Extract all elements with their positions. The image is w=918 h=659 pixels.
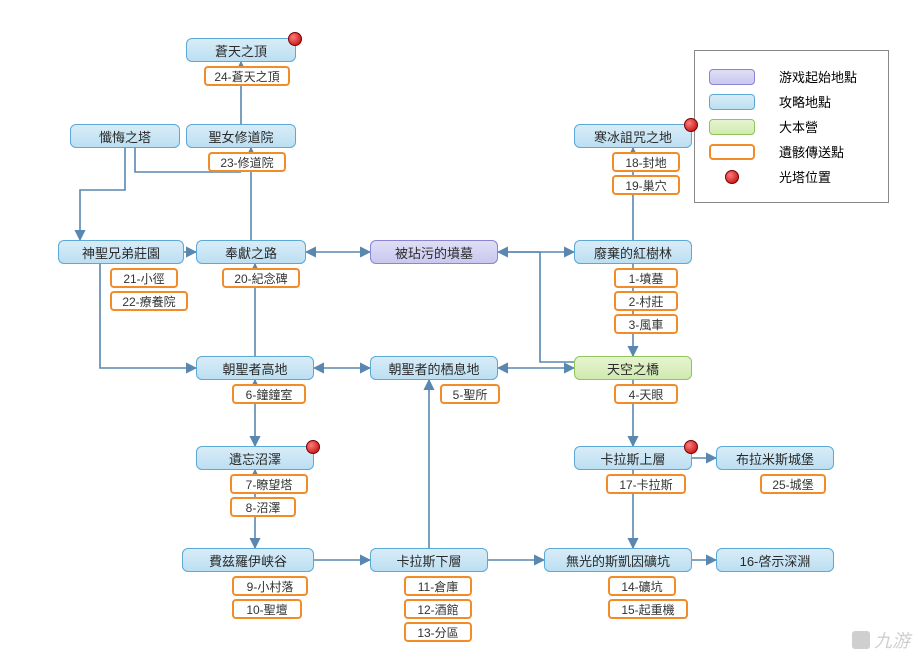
- legend-row-start: 游戏起始地點: [709, 67, 874, 86]
- node-tp8: 8-沼澤: [230, 497, 296, 517]
- node-n_ice: 寒冰詛咒之地: [574, 124, 692, 148]
- node-n_valley: 費兹羅伊峡谷: [182, 548, 314, 572]
- node-tp17: 17-卡拉斯: [606, 474, 686, 494]
- legend-label: 攻略地點: [779, 92, 831, 111]
- node-tp24: 24-蒼天之頂: [204, 66, 290, 86]
- tower-dot: [306, 440, 320, 454]
- node-tp19: 19-巢穴: [612, 175, 680, 195]
- node-tp4: 4-天眼: [614, 384, 678, 404]
- node-tp3: 3-風車: [614, 314, 678, 334]
- watermark-icon: [852, 631, 870, 649]
- node-tp2: 2-村莊: [614, 291, 678, 311]
- node-n_manor: 神聖兄弟莊園: [58, 240, 184, 264]
- node-tp20: 20-紀念碑: [222, 268, 300, 288]
- legend-label: 大本營: [779, 117, 818, 136]
- node-n_swamp: 遺忘沼澤: [196, 446, 314, 470]
- tower-dot: [684, 118, 698, 132]
- node-tp5: 5-聖所: [440, 384, 500, 404]
- tower-dot: [288, 32, 302, 46]
- node-n_highland: 朝聖者高地: [196, 356, 314, 380]
- node-n_karas_low: 卡拉斯下層: [370, 548, 488, 572]
- node-tp14: 14-礦坑: [608, 576, 676, 596]
- node-n_tomb: 被玷污的墳墓: [370, 240, 498, 264]
- node-n_repent: 懺悔之塔: [70, 124, 180, 148]
- node-n_bridge: 天空之橋: [574, 356, 692, 380]
- node-tp11: 11-倉庫: [404, 576, 472, 596]
- node-tp25: 25-城堡: [760, 474, 826, 494]
- node-tp10: 10-聖壇: [232, 599, 302, 619]
- legend-label: 光塔位置: [779, 167, 831, 186]
- node-tp7: 7-瞭望塔: [230, 474, 308, 494]
- node-tp15: 15-起重機: [608, 599, 688, 619]
- node-tp9: 9-小村落: [232, 576, 308, 596]
- node-n_dedicate: 奉獻之路: [196, 240, 306, 264]
- node-tp13: 13-分區: [404, 622, 472, 642]
- watermark: 九游: [852, 627, 910, 653]
- legend-label: 游戏起始地點: [779, 67, 857, 86]
- node-n_mangrove: 廢棄的紅樹林: [574, 240, 692, 264]
- node-tp22: 22-療養院: [110, 291, 188, 311]
- legend-box: 游戏起始地點 攻略地點 大本營 遺骸傳送點 光塔位置: [694, 50, 889, 203]
- node-n_mine: 無光的斯凱因礦坑: [544, 548, 692, 572]
- legend-row-hq: 大本營: [709, 117, 874, 136]
- node-n_convent: 聖女修道院: [186, 124, 296, 148]
- node-tp23: 23-修道院: [208, 152, 286, 172]
- legend-row-area: 攻略地點: [709, 92, 874, 111]
- node-tp18: 18-封地: [612, 152, 680, 172]
- node-n_sky_top: 蒼天之頂: [186, 38, 296, 62]
- node-tp21: 21-小徑: [110, 268, 178, 288]
- node-n_rest: 朝聖者的栖息地: [370, 356, 498, 380]
- legend-row-dot: 光塔位置: [709, 167, 874, 186]
- node-n_karas_up: 卡拉斯上層: [574, 446, 692, 470]
- node-tp1: 1-墳墓: [614, 268, 678, 288]
- node-n_castle: 布拉米斯城堡: [716, 446, 834, 470]
- watermark-text: 九游: [874, 627, 910, 653]
- tower-dot: [684, 440, 698, 454]
- legend-label: 遺骸傳送點: [779, 142, 844, 161]
- node-tp6: 6-鐘鐘室: [232, 384, 306, 404]
- node-n_abyss: 16-啓示深淵: [716, 548, 834, 572]
- legend-row-tp: 遺骸傳送點: [709, 142, 874, 161]
- node-tp12: 12-酒館: [404, 599, 472, 619]
